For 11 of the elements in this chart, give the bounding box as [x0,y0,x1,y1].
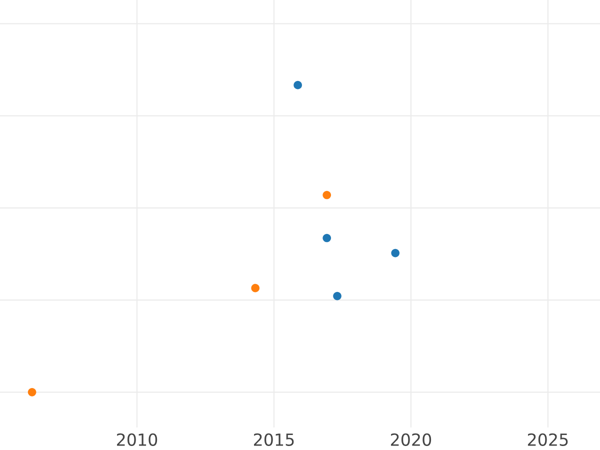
point [333,292,342,300]
x-tick-label: 2020 [390,433,432,446]
x-tick-label: 2015 [254,433,294,446]
point [322,190,332,200]
point [322,234,332,242]
point [251,284,260,292]
point [294,80,302,90]
x-tick-label: 2010 [117,433,158,446]
point [28,388,36,396]
x-tick-label: 2025 [528,433,568,446]
point [391,248,400,258]
